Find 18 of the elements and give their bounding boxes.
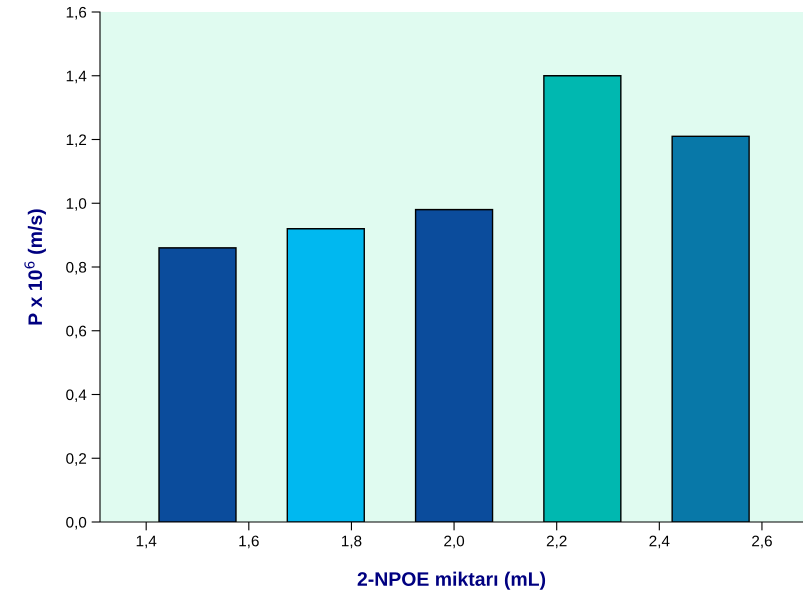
x-axis-title: 2-NPOE miktarı (mL) — [358, 572, 546, 590]
y-tick-label: 0,8 — [66, 262, 86, 274]
y-tick-label: 0,6 — [66, 326, 86, 338]
y-tick-label: 0,4 — [66, 389, 86, 402]
x-tick-label: 1,4 — [136, 536, 156, 548]
x-tick-label: 2,2 — [546, 536, 567, 548]
y-tick-label: 1,2 — [66, 134, 86, 147]
x-tick-label: 2,4 — [649, 536, 670, 548]
y-tick-label: 1,6 — [66, 6, 86, 20]
y-tick-label: 0,0 — [66, 516, 86, 530]
y-axis-title: P x 10$^{6}$ (m/s) — [24, 209, 46, 325]
y-tick-label: 1,0 — [66, 198, 86, 211]
x-tick-label: 1,8 — [342, 536, 362, 548]
x-tick-label: 2,0 — [444, 536, 464, 548]
x-tick-label: 1,6 — [239, 536, 259, 548]
y-tick-label: 1,4 — [66, 70, 86, 84]
y-tick-label: 0,2 — [66, 453, 86, 466]
x-tick-label: 2,6 — [752, 536, 772, 548]
